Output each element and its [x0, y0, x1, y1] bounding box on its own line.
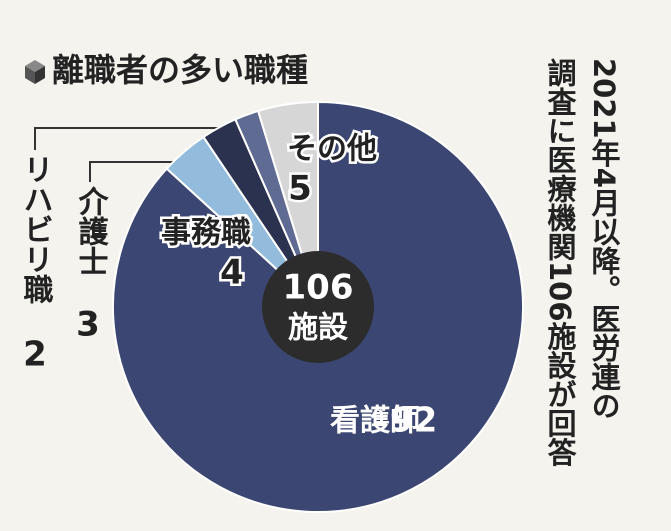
- data-label: 5: [288, 169, 312, 209]
- note: 2021年4月以降。医労連の: [587, 58, 622, 420]
- data-label: 3: [76, 305, 100, 345]
- center-label: 施設: [288, 311, 348, 346]
- center-hole: [262, 251, 374, 363]
- title-icon: [25, 60, 45, 84]
- data-label: 92: [390, 401, 437, 441]
- slice-name: その他: [287, 132, 377, 167]
- chart-title: 離職者の多い職種: [52, 51, 308, 89]
- center-label: 106: [283, 268, 354, 308]
- slice-name: 介護士: [73, 186, 110, 276]
- slice-name: 看護師: [330, 404, 420, 439]
- slice-name: リハビリ職: [18, 154, 54, 304]
- leader-line: [34, 127, 255, 150]
- note: 調査に医療機関106施設が回答: [543, 58, 577, 467]
- slice-name: 事務職: [161, 216, 251, 251]
- data-label: 4: [220, 253, 244, 293]
- data-label: 2: [23, 335, 47, 375]
